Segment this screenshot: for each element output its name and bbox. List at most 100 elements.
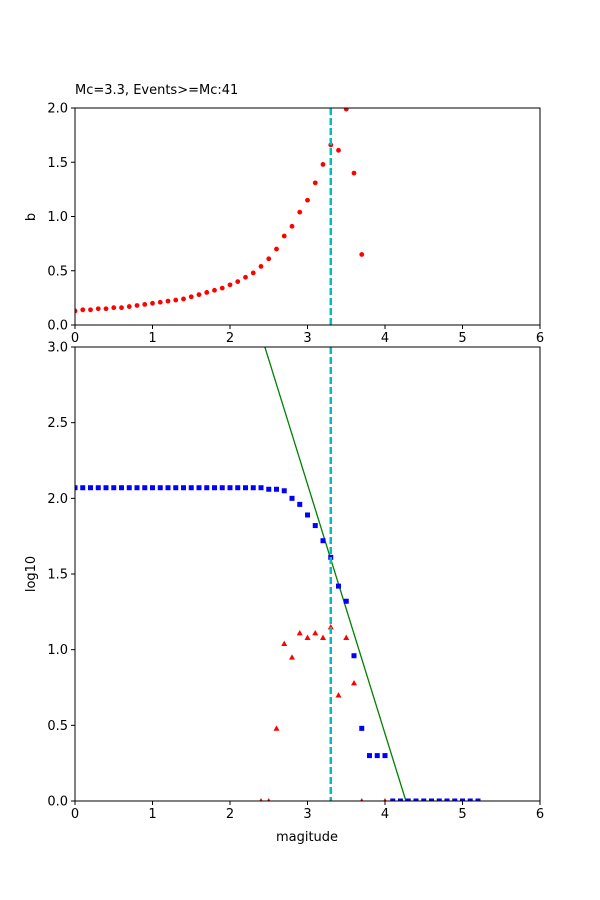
data-point [227,282,233,288]
data-point [235,279,241,284]
y-axis-label: log10 [24,556,39,592]
x-tick-label: 1 [148,807,156,822]
x-tick-label: 5 [458,807,466,822]
data-point [259,798,263,801]
data-point [165,298,171,304]
data-point [258,264,264,269]
data-point [111,305,117,311]
x-tick-label: 4 [381,807,389,822]
axes-frame [74,107,541,326]
x-tick-label: 6 [536,807,544,822]
data-point [297,209,303,215]
data-point [343,634,350,640]
data-point [312,180,318,186]
y-tick-label: 1.0 [47,210,68,225]
x-axis-label: magitude [276,830,338,845]
data-point [119,485,124,491]
data-point [142,485,148,491]
data-point [304,634,311,640]
data-point [305,512,310,518]
data-point [444,798,450,801]
data-point [351,170,357,176]
data-point [266,256,272,262]
data-point [196,292,202,298]
data-point [305,197,310,203]
data-point [181,296,186,302]
data-point [452,798,458,801]
data-point [250,485,256,491]
data-point [95,306,101,312]
data-point [243,485,248,491]
data-point [150,300,155,306]
data-point [374,753,380,759]
data-point [219,285,225,291]
data-point [111,485,117,491]
data-point [359,252,365,257]
data-point [327,623,334,630]
data-point [266,486,272,492]
x-tick-label: 4 [381,331,389,346]
x-tick-label: 3 [303,807,311,822]
chart-title: Mc=3.3, Events>=Mc:41 [75,83,238,98]
y-tick-label: 3.0 [47,341,68,356]
data-point [173,297,179,303]
data-point [467,798,473,801]
data-point [367,753,372,759]
data-point [289,654,295,660]
plot-area [75,347,481,801]
top-axes: 0 1 2 3 4 5 6 0.0 0.5 1.0 1.5 2.0 [47,102,544,347]
b-value-points [75,108,365,325]
data-point [88,485,93,491]
data-point [204,485,210,491]
data-point [429,798,434,801]
data-point [281,640,288,647]
data-point [413,798,419,801]
x-tick-label: 1 [148,331,156,346]
data-point [188,294,194,300]
y-tick-label: 1.0 [47,643,68,658]
data-point [274,246,279,252]
x-tick-label: 5 [458,331,466,346]
bottom-axes: 0 1 2 3 4 5 6 0.0 0.5 1.0 1.5 2.0 2.5 3.0 [47,341,544,823]
data-point [165,485,171,491]
x-tick-label: 2 [226,331,234,346]
data-point [119,305,124,311]
data-point [343,108,349,112]
data-point [103,306,109,312]
data-point [212,287,217,293]
data-point [312,630,319,636]
b-value-panel: Mc=3.3, Events>=Mc:41 b 0 1 2 3 4 5 6 0.0 0.5 1.0… [24,83,544,346]
frequency-points [75,347,481,801]
data-point [196,485,202,491]
data-point [227,485,233,491]
data-point [297,501,303,507]
data-point [320,162,326,167]
data-point [267,798,271,801]
y-tick-label: 2.0 [47,492,68,507]
data-point [134,485,140,491]
data-point [281,488,287,494]
data-point [336,583,341,589]
data-point [157,485,163,491]
data-point [460,798,465,801]
y-tick-label: 0.0 [47,319,68,334]
data-point [390,798,396,801]
data-point [436,798,442,801]
data-point [134,303,140,308]
y-tick-label: 2.0 [47,102,68,117]
data-point [173,485,179,491]
data-point [398,798,403,801]
data-point [243,274,248,280]
y-tick-label: 2.5 [47,416,68,431]
x-tick-label: 3 [303,331,311,346]
data-point [343,598,349,604]
x-tick-label: 2 [226,807,234,822]
data-point [212,485,217,491]
data-point [351,653,357,659]
data-point [273,725,280,731]
y-tick-label: 0.0 [47,795,68,810]
data-point [126,485,132,491]
data-point [103,485,109,491]
data-point [475,798,481,801]
